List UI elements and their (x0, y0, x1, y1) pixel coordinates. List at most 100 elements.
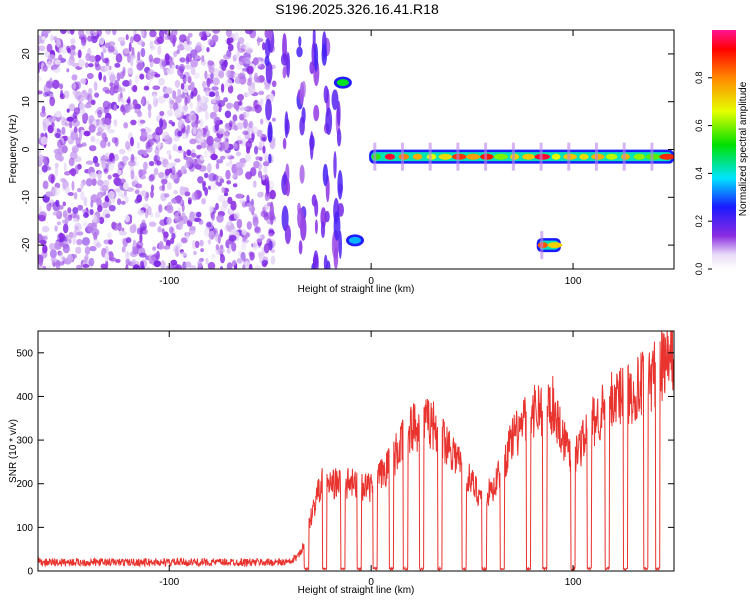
speckle-mark (183, 151, 187, 158)
speckle-mark (72, 112, 78, 120)
colorbar-tick-label: 0.8 (694, 72, 704, 85)
streak-mark (336, 100, 341, 127)
y-tick-label: 20 (21, 48, 32, 60)
speckle-mark (184, 162, 190, 169)
speckle-mark (50, 174, 55, 184)
speckle-mark (110, 79, 114, 89)
speckle-mark (181, 203, 185, 212)
speckle-mark (56, 265, 61, 269)
speckle-mark (141, 219, 146, 227)
speckle-mark (113, 153, 119, 161)
x-tick-label: -100 (159, 577, 179, 588)
speckle-mark (135, 183, 143, 189)
speckle-mark (82, 89, 86, 95)
speckle-mark (228, 37, 234, 43)
speckle-mark (120, 104, 125, 112)
speckle-mark (102, 201, 109, 209)
speckle-mark (200, 36, 208, 41)
streak-mark (311, 194, 317, 207)
speckle-mark (159, 118, 164, 128)
streak-mark (309, 131, 314, 160)
speckle-mark (117, 169, 122, 176)
speckle-mark (93, 81, 98, 92)
speckle-mark (78, 30, 85, 37)
speckle-mark (177, 119, 185, 129)
speckle-mark (166, 204, 174, 214)
speckle-mark (161, 183, 165, 192)
speckle-mark (257, 36, 261, 46)
speckle-mark (202, 133, 206, 138)
speckle-mark (165, 163, 174, 169)
speckle-mark (91, 228, 100, 237)
speckle-mark (172, 144, 178, 152)
speckle-mark (238, 37, 245, 45)
speckle-mark (186, 53, 192, 63)
speckle-mark (258, 90, 265, 96)
speckle-mark (169, 99, 175, 105)
speckle-mark (184, 96, 188, 106)
speckle-mark (261, 260, 269, 265)
streak-mark (299, 116, 305, 136)
speckle-mark (129, 251, 138, 258)
speckle-mark (126, 187, 135, 192)
y-tick-label: 0 (27, 567, 33, 578)
speckle-mark (204, 110, 209, 121)
speckle-mark (247, 123, 252, 128)
speckle-mark (226, 69, 232, 79)
speckle-mark (218, 70, 225, 79)
streak-mark (314, 43, 319, 72)
speckle-mark (193, 250, 197, 256)
streak-mark (282, 137, 287, 150)
speckle-mark (128, 79, 132, 87)
speckle-mark (189, 138, 197, 145)
spectrogram-marks (38, 30, 674, 269)
speckle-mark (113, 119, 118, 127)
speckle-mark (236, 218, 243, 229)
speckle-mark (76, 231, 84, 236)
speckle-mark (80, 191, 85, 201)
speckle-mark (232, 174, 237, 179)
speckle-mark (125, 237, 132, 244)
speckle-mark (51, 122, 55, 128)
speckle-mark (219, 178, 225, 184)
speckle-mark (158, 171, 165, 179)
speckle-mark (147, 128, 152, 133)
speckle-mark (87, 222, 94, 233)
colorbar-tick-label: 0.0 (694, 263, 704, 276)
speckle-mark (107, 174, 112, 180)
speckle-mark (228, 234, 237, 242)
speckle-mark (43, 83, 51, 94)
speckle-mark (234, 76, 241, 84)
speckle-mark (63, 90, 70, 99)
speckle-mark (253, 72, 259, 83)
speckle-mark (130, 136, 134, 147)
y-tick-label: 0 (21, 146, 32, 152)
speckle-mark (245, 140, 252, 150)
speckle-mark (125, 34, 129, 41)
speckle-mark (256, 238, 263, 243)
speckle-mark (45, 61, 53, 68)
speckle-mark (201, 180, 207, 187)
band-peak (466, 153, 481, 160)
speckle-mark (154, 73, 161, 78)
speckle-mark (167, 109, 174, 117)
speckle-mark (204, 70, 208, 80)
speckle-mark (152, 85, 161, 90)
speckle-mark (70, 38, 76, 45)
streak-mark (281, 205, 289, 232)
speckle-mark (224, 152, 231, 159)
speckle-mark (173, 190, 178, 195)
speckle-mark (117, 93, 121, 103)
speckle-mark (239, 199, 246, 204)
speckle-mark (174, 212, 179, 222)
speckle-mark (47, 54, 56, 61)
speckle-mark (228, 120, 233, 128)
speckle-mark (62, 223, 69, 234)
speckle-mark (188, 84, 192, 91)
speckle-mark (220, 83, 225, 93)
speckle-mark (183, 40, 188, 49)
speckle-mark (48, 115, 56, 123)
speckle-mark (240, 138, 247, 147)
speckle-mark (234, 32, 240, 41)
speckle-mark (190, 81, 195, 92)
